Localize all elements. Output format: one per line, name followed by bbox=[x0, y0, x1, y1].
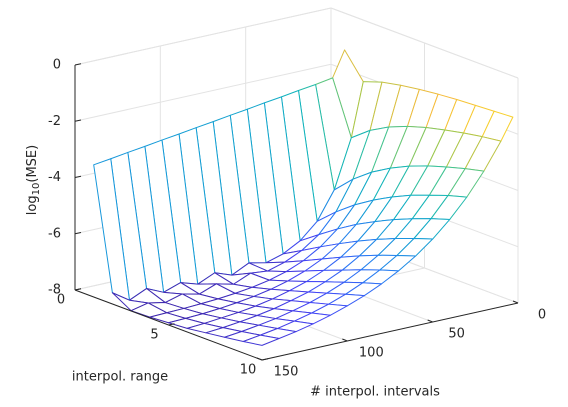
z-label-base: log bbox=[25, 195, 40, 215]
z-tick-label: -6 bbox=[48, 226, 61, 241]
y-tick-label: 0 bbox=[57, 293, 65, 308]
z-tick-label: -4 bbox=[48, 170, 61, 185]
z-tick bbox=[74, 63, 82, 66]
z-tick bbox=[74, 119, 82, 122]
x-tick-label: 0 bbox=[538, 308, 546, 323]
z-tick bbox=[74, 175, 82, 178]
y-tick bbox=[261, 358, 269, 361]
z-tick-label: -8 bbox=[48, 283, 61, 298]
y-axis-label: interpol. range bbox=[72, 370, 168, 385]
x-axis-label: # interpol. intervals bbox=[310, 385, 440, 400]
grid-line bbox=[74, 63, 332, 122]
mesh-cell bbox=[242, 334, 280, 346]
y-tick bbox=[74, 288, 82, 291]
x-tick-label: 100 bbox=[359, 346, 384, 361]
z-label-sub: 10 bbox=[31, 183, 42, 196]
x-tick bbox=[512, 300, 519, 304]
z-axis-label: log10(MSE) bbox=[25, 145, 43, 215]
x-tick bbox=[427, 319, 433, 323]
y-tick-label: 5 bbox=[150, 328, 158, 343]
x-axis bbox=[261, 302, 519, 361]
y-tick bbox=[168, 323, 175, 326]
z-tick-label: 0 bbox=[53, 58, 61, 73]
z-label-rest: (MSE) bbox=[25, 145, 40, 183]
x-tick bbox=[342, 338, 348, 342]
x-tick-label: 50 bbox=[448, 327, 465, 342]
z-tick bbox=[74, 231, 82, 235]
x-tick bbox=[256, 357, 263, 361]
x-tick-label: 150 bbox=[274, 365, 299, 380]
box-edge bbox=[330, 7, 519, 79]
y-tick-label: 10 bbox=[240, 363, 257, 378]
mesh-surface bbox=[93, 49, 514, 346]
z-tick-label: -2 bbox=[48, 114, 61, 129]
box-edge bbox=[74, 7, 332, 66]
